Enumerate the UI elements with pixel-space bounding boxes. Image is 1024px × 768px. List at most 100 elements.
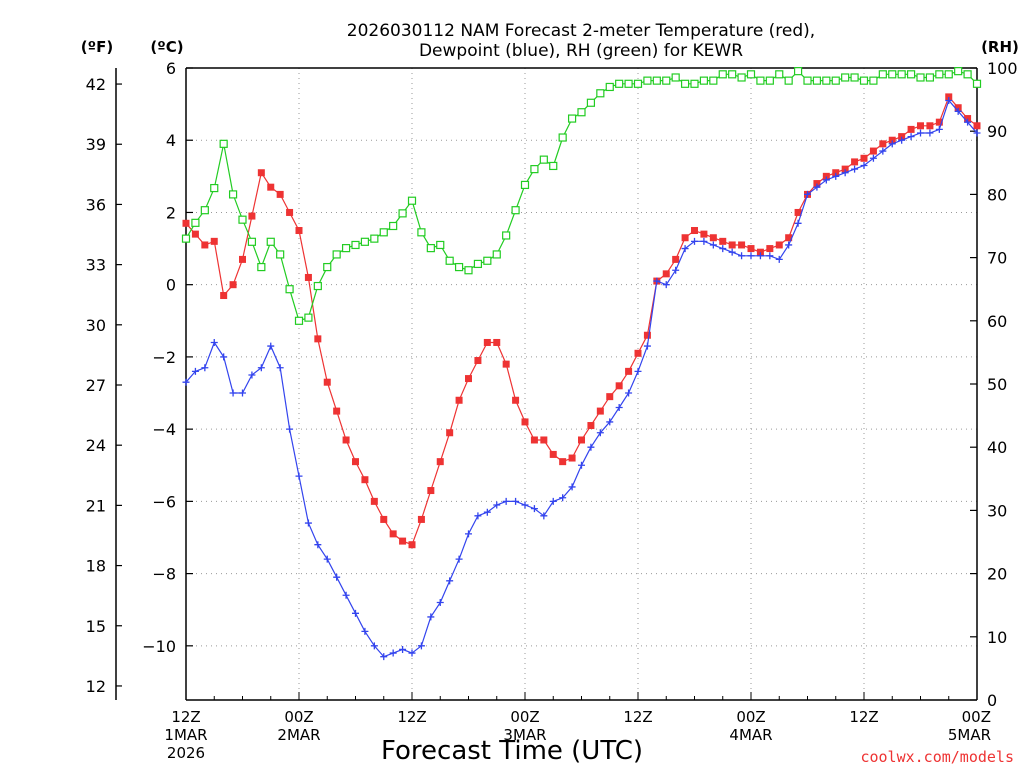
x-tick-label: 4MAR	[729, 726, 772, 744]
gridlines	[186, 67, 977, 700]
rh-point	[935, 70, 944, 79]
x-tick-label: 2026	[167, 744, 205, 762]
rh-point	[737, 73, 746, 82]
temperature-point	[530, 436, 538, 444]
y-tick-c-label: 0	[166, 276, 176, 295]
dewpoint-point	[596, 429, 604, 437]
temperature-point	[898, 133, 906, 141]
y-tick-rh-label: 20	[987, 565, 1007, 584]
rh-point	[916, 73, 925, 82]
x-tick-label: 12Z	[623, 708, 652, 726]
dewpoint-point	[323, 555, 331, 563]
rh-point	[200, 206, 209, 215]
y-tick-f-label: 33	[86, 256, 106, 275]
y-tick-c-label: 4	[166, 131, 176, 150]
temperature-point	[333, 407, 341, 415]
temperature-point	[615, 382, 623, 390]
rh-point	[897, 70, 906, 79]
rh-point	[775, 70, 784, 79]
y-tick-c-label: 6	[166, 59, 176, 78]
rh-point	[492, 250, 501, 259]
rh-point	[878, 70, 887, 79]
y-tick-c-label: −2	[152, 348, 176, 367]
temperature-point	[700, 230, 708, 238]
x-tick-label: 3MAR	[503, 726, 546, 744]
temperature-point	[191, 230, 199, 238]
dewpoint-point	[201, 364, 209, 372]
rh-point	[793, 67, 803, 76]
rh-point	[699, 76, 709, 85]
dewpoint-point	[775, 255, 783, 263]
temperature-point	[521, 418, 529, 426]
temperature-point	[286, 208, 294, 216]
temperature-point	[436, 458, 444, 466]
dewpoint-point	[898, 136, 906, 144]
rh-point	[944, 70, 953, 79]
dewpoint-point	[286, 425, 294, 433]
dewpoint-point	[643, 342, 651, 350]
rh-point	[219, 139, 228, 148]
rh-series	[181, 67, 982, 325]
temperature-point	[370, 497, 378, 505]
y-tick-f-label: 30	[86, 316, 106, 335]
temperature-point	[672, 255, 680, 263]
dewpoint-point	[700, 237, 708, 245]
temperature-point	[455, 396, 463, 404]
dewpoint-point	[229, 389, 237, 397]
dewpoint-point	[257, 364, 265, 372]
temperature-point	[879, 140, 887, 148]
temperature-point	[512, 396, 520, 404]
rh-point	[370, 234, 379, 243]
rh-point	[803, 76, 812, 85]
temperature-point	[182, 219, 190, 227]
dewpoint-point	[973, 129, 981, 137]
dewpoint-point	[738, 252, 746, 260]
x-tick-label: 1MAR	[164, 726, 207, 744]
temperature-point	[888, 136, 896, 144]
temperature-point	[643, 331, 651, 339]
dewpoint-point	[794, 219, 802, 227]
rh-point	[671, 73, 680, 82]
temperature-point	[389, 530, 397, 538]
y-tick-rh-label: 80	[987, 185, 1007, 204]
temperature-point	[323, 378, 331, 386]
rh-point	[728, 70, 737, 79]
rh-point	[210, 183, 219, 193]
dewpoint-point	[239, 389, 246, 397]
dewpoint-point	[436, 598, 444, 606]
dewpoint-point	[549, 497, 557, 505]
rh-point	[888, 70, 897, 79]
rh-point	[822, 76, 831, 85]
y-tick-rh-label: 90	[987, 122, 1007, 141]
temperature-point	[540, 436, 548, 444]
rh-point	[257, 262, 266, 272]
temperature-point	[973, 122, 981, 130]
rh-point	[624, 79, 633, 88]
temperature-point	[785, 234, 793, 242]
rh-point	[473, 259, 483, 269]
y-tick-rh-label: 10	[987, 628, 1007, 647]
dewpoint-point	[935, 125, 943, 133]
dewpoint-point	[408, 649, 416, 657]
dewpoint-point	[747, 252, 755, 260]
temperature-point	[813, 180, 821, 188]
temperature-point	[738, 241, 746, 249]
temperature-point	[794, 208, 802, 216]
dewpoint-point	[917, 129, 924, 137]
dewpoint-point	[606, 418, 614, 426]
y-tick-f-label: 24	[86, 436, 106, 455]
temperature-point	[747, 245, 755, 253]
x-tick-label: 2MAR	[277, 726, 320, 744]
dewpoint-point	[399, 645, 407, 653]
temperature-point	[474, 357, 482, 365]
rh-point	[360, 237, 370, 246]
y-tick-f-label: 15	[86, 617, 106, 636]
y-tick-rh-label: 30	[987, 501, 1007, 520]
rh-point	[238, 215, 247, 224]
rh-point	[351, 240, 360, 250]
rh-point	[812, 76, 822, 85]
temperature-point	[304, 273, 312, 281]
dewpoint-point	[191, 367, 199, 375]
